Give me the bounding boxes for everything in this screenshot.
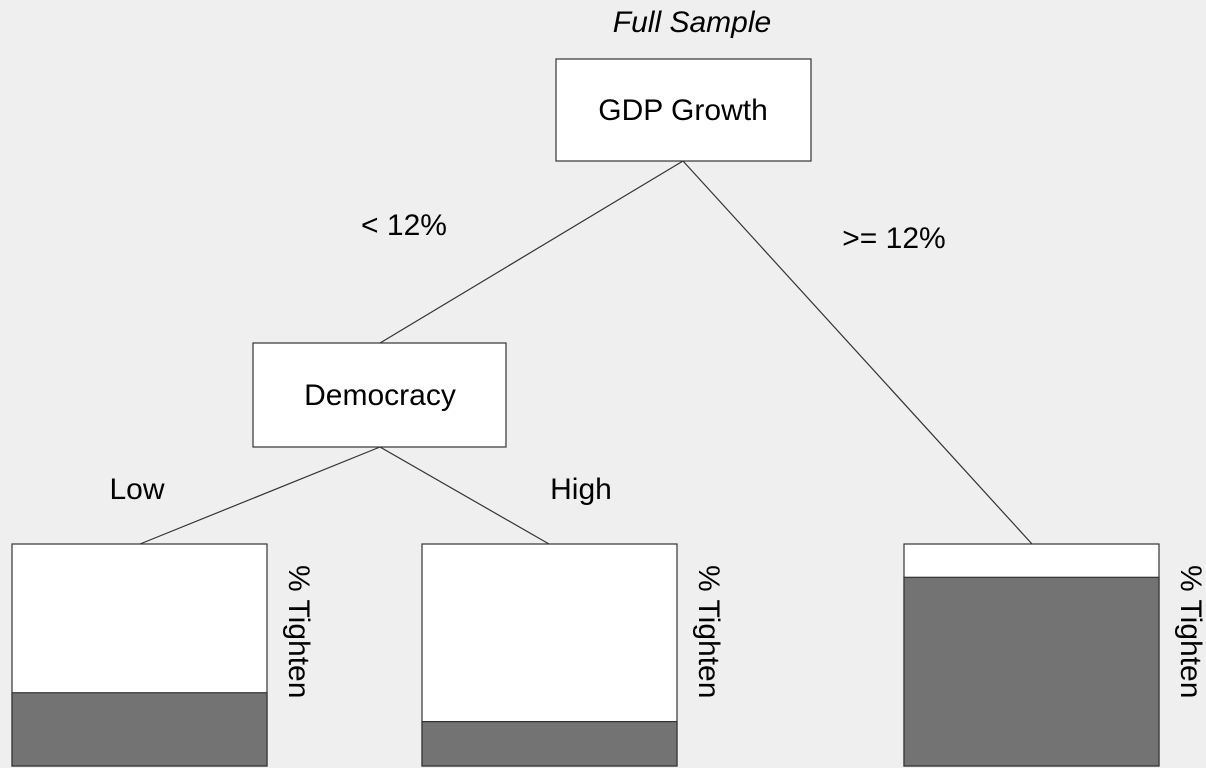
edge-line	[682, 160, 1033, 545]
edge-label: High	[550, 473, 612, 506]
edge-label: >= 12%	[842, 222, 945, 255]
edge-label: Low	[109, 473, 164, 506]
leaf-label: % Tighten	[692, 565, 725, 698]
leaf-fill	[11, 692, 268, 767]
edge-line	[139, 446, 381, 545]
edge-label: < 12%	[361, 209, 447, 242]
edge-line	[379, 446, 550, 545]
leaf-fill	[421, 720, 678, 767]
leaf-label: % Tighten	[282, 565, 315, 698]
node-label: Democracy	[304, 379, 456, 412]
leaf-label: % Tighten	[1174, 565, 1206, 698]
edge-line	[379, 160, 684, 344]
node-box	[555, 58, 812, 162]
leaf-fill	[903, 576, 1160, 767]
node-box	[252, 342, 507, 448]
node-label: GDP Growth	[598, 94, 768, 127]
title: Full Sample	[613, 6, 771, 39]
